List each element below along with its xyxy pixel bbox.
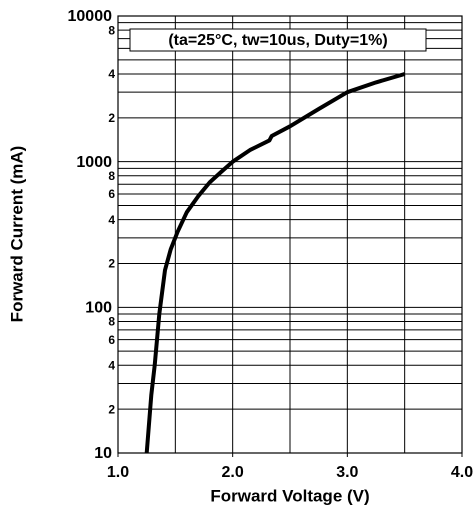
- x-tick-label: 1.0: [107, 464, 129, 481]
- y-tick-label: 4: [108, 213, 115, 227]
- y-tick-label: 6: [108, 187, 115, 201]
- y-tick-label: 1000: [76, 154, 112, 171]
- y-axis-label: Forward Current (mA): [7, 146, 26, 323]
- x-tick-label: 2.0: [222, 464, 244, 481]
- annotation-box: [129, 28, 427, 52]
- y-tick-label: 4: [108, 358, 115, 372]
- y-tick-label: 8: [108, 23, 115, 37]
- y-tick-label: 100: [85, 300, 112, 317]
- y-tick-label: 8: [108, 169, 115, 183]
- annotation: (ta=25°C, tw=10us, Duty=1%): [168, 32, 387, 49]
- y-tick-label: 10: [94, 445, 112, 462]
- y-tick-label: 4: [108, 67, 115, 81]
- x-axis-label: Forward Voltage (V): [210, 486, 369, 505]
- x-tick-label: 4.0: [451, 464, 473, 481]
- line-series: [144, 72, 406, 454]
- y-tick-label: 10000: [68, 8, 113, 25]
- y-tick-label: 2: [108, 402, 115, 416]
- y-tick-label: 6: [108, 333, 115, 347]
- y-tick-label: 2: [108, 257, 115, 271]
- y-tick-label: 2: [108, 111, 115, 125]
- y-tick-label: 8: [108, 315, 115, 329]
- x-tick-label: 3.0: [336, 464, 358, 481]
